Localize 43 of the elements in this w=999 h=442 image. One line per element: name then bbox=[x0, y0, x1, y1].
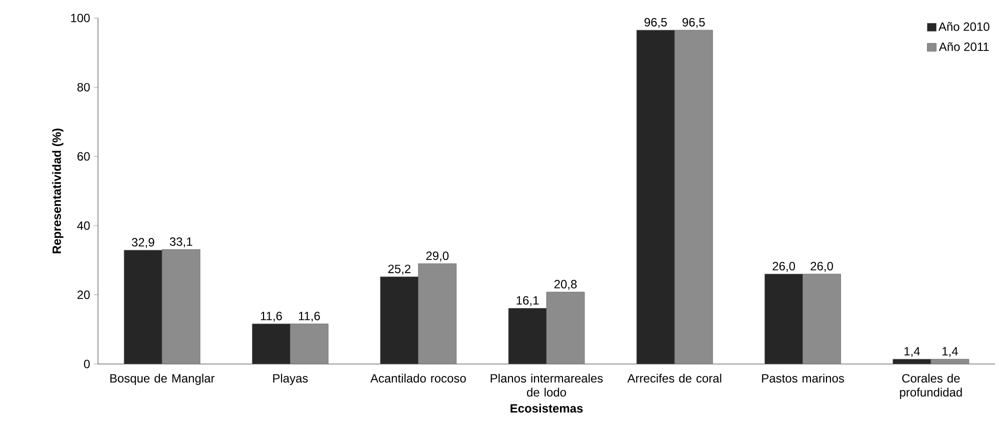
bar bbox=[764, 274, 803, 364]
data-label: 1,4 bbox=[904, 347, 920, 357]
y-tick-label: 40 bbox=[77, 221, 90, 230]
bar bbox=[290, 324, 328, 364]
bar bbox=[380, 276, 419, 364]
bar bbox=[418, 263, 457, 364]
bar bbox=[546, 292, 585, 364]
bar bbox=[252, 324, 290, 364]
bar bbox=[636, 30, 675, 364]
y-tick-label: 80 bbox=[77, 82, 90, 92]
data-label: 20,8 bbox=[554, 280, 577, 290]
y-tick-label: 0 bbox=[84, 360, 90, 368]
x-axis-title: Ecosistemas bbox=[510, 404, 583, 413]
bar bbox=[508, 308, 547, 364]
data-label: 1,4 bbox=[942, 347, 958, 357]
legend-label: Año 2010 bbox=[938, 22, 990, 31]
data-label: 32,9 bbox=[132, 238, 154, 248]
y-tick-label: 20 bbox=[77, 290, 90, 300]
y-tick-label: 100 bbox=[71, 14, 90, 22]
x-tick-label: Corales de profundidad bbox=[900, 374, 962, 399]
bar bbox=[124, 250, 162, 364]
x-tick-label: Bosque de Manglar bbox=[110, 374, 215, 385]
data-label: 29,0 bbox=[426, 252, 449, 262]
data-label: 33,1 bbox=[170, 237, 192, 248]
x-tick-label: Pastos marinos bbox=[762, 374, 844, 383]
x-tick-label: Playas bbox=[273, 374, 308, 385]
y-axis-title: Representatividad (%) bbox=[52, 128, 64, 254]
data-label: 11,6 bbox=[260, 312, 282, 322]
data-label: 26,0 bbox=[772, 262, 795, 272]
data-label: 25,2 bbox=[388, 264, 410, 275]
x-tick-label: Planos intermareales de lodo bbox=[490, 374, 603, 397]
bar bbox=[674, 30, 713, 364]
legend-label: Año 2011 bbox=[938, 42, 989, 51]
data-label: 96,5 bbox=[644, 18, 667, 28]
x-tick-label: Arrecifes de coral bbox=[627, 374, 722, 383]
bar bbox=[162, 249, 200, 364]
bar bbox=[802, 274, 841, 364]
data-label: 11,6 bbox=[298, 312, 320, 322]
y-tick-label: 60 bbox=[77, 152, 90, 161]
x-tick-label: Acantilado rocoso bbox=[370, 374, 466, 383]
data-label: 96,5 bbox=[682, 18, 705, 28]
data-label: 16,1 bbox=[516, 296, 539, 306]
data-label: 26,0 bbox=[810, 262, 833, 272]
